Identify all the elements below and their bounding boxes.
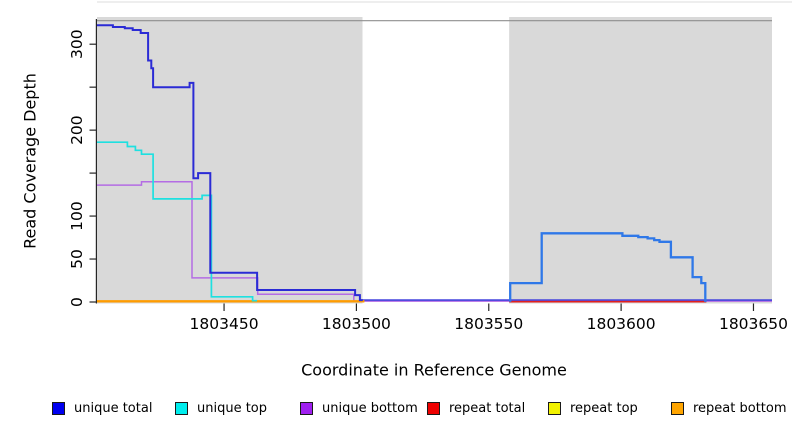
series-line [97, 180, 772, 302]
series-line [97, 141, 258, 302]
legend-item: unique total [52, 398, 152, 418]
y-tick-label: 200 [68, 115, 86, 145]
series-line [97, 24, 363, 302]
legend-item: repeat bottom [671, 398, 787, 418]
legend-swatch [671, 401, 684, 415]
x-tick-label: 1803650 [719, 315, 788, 333]
legend-swatch [52, 401, 65, 415]
legend-label: repeat top [570, 400, 638, 416]
legend-item: unique top [175, 398, 267, 418]
y-tick-label: 0 [68, 297, 86, 307]
legend-swatch [427, 401, 440, 415]
legend-label: repeat bottom [693, 400, 787, 416]
legend-swatch [300, 401, 313, 415]
legend-swatch [175, 401, 188, 415]
x-tick-label: 1803600 [587, 315, 656, 333]
legend-label: unique total [74, 400, 153, 416]
legend-item: repeat total [427, 398, 525, 418]
x-tick-label: 1803550 [454, 315, 523, 333]
legend: unique total unique top unique bottom repea… [0, 398, 792, 420]
legend-label: repeat total [449, 400, 526, 416]
x-tick-label: 1803450 [190, 315, 259, 333]
legend-label: unique top [197, 400, 268, 416]
legend-swatch [548, 401, 561, 415]
legend-label: unique bottom [322, 400, 418, 416]
y-axis-title: Read Coverage Depth [20, 73, 40, 249]
y-tick-label: 300 [68, 29, 86, 59]
series-line [509, 232, 707, 302]
y-tick-label: 100 [68, 201, 86, 231]
shaded-region [509, 17, 772, 304]
legend-item: unique bottom [300, 398, 418, 418]
x-tick-label: 1803500 [322, 315, 391, 333]
x-axis-title: Coordinate in Reference Genome [301, 360, 567, 380]
legend-item: repeat top [548, 398, 638, 418]
shaded-region [97, 17, 363, 304]
y-tick-label: 50 [68, 249, 86, 269]
